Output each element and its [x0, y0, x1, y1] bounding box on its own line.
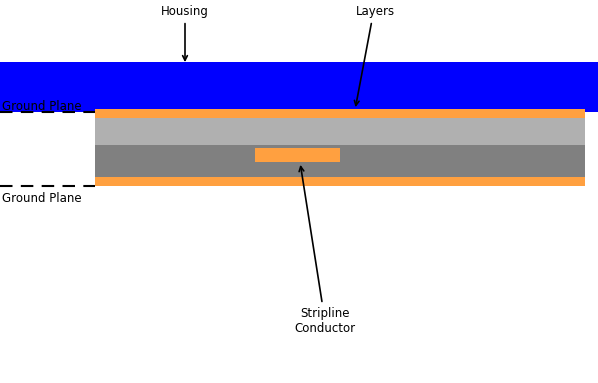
- Text: Ground Plane: Ground Plane: [2, 100, 81, 113]
- Bar: [0, 62, 598, 112]
- Bar: [95, 177, 585, 186]
- Text: Ground Plane: Ground Plane: [2, 192, 81, 205]
- Bar: [95, 145, 585, 177]
- Bar: [255, 148, 340, 162]
- Text: Stripline
Conductor: Stripline Conductor: [294, 167, 356, 335]
- Text: Housing: Housing: [161, 5, 209, 61]
- Bar: [95, 109, 585, 118]
- Text: Dielectric
Layers: Dielectric Layers: [347, 0, 403, 105]
- Bar: [95, 112, 585, 177]
